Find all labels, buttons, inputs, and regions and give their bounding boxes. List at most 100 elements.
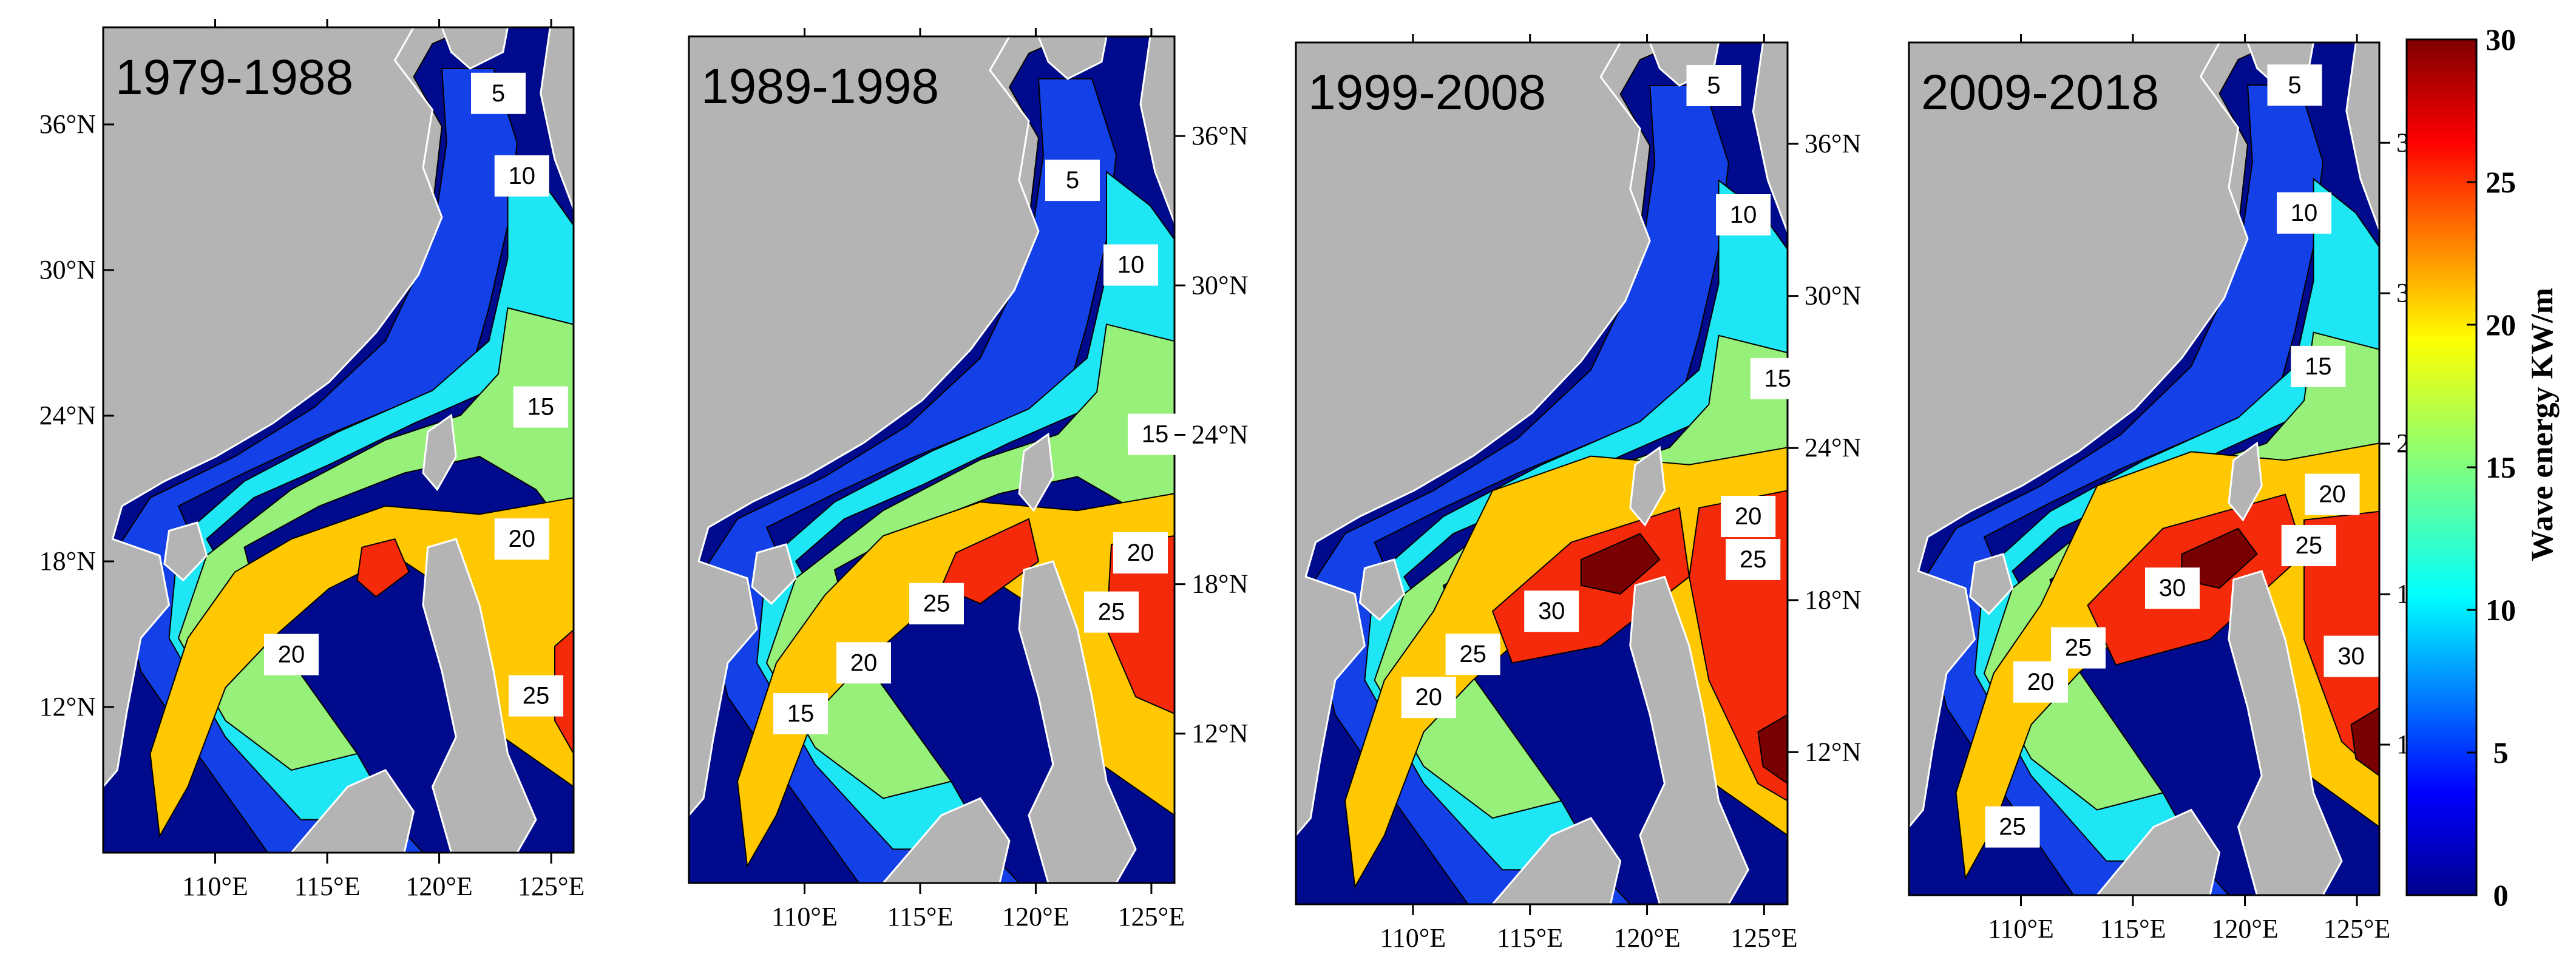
contour-label: 10 (1716, 194, 1771, 235)
lat-tick-label: 36°N (1805, 129, 1861, 158)
land-korea-japan (1139, 36, 1174, 223)
map-body (103, 27, 574, 853)
svg-text:20: 20 (2027, 669, 2055, 695)
island-taiwan (422, 413, 457, 492)
svg-text:5: 5 (1066, 167, 1079, 194)
map-frame (1295, 41, 1789, 905)
lat-tick-label: 24°N (1805, 433, 1861, 462)
lon-tick-label: 120°E (405, 871, 472, 901)
decade-title: 1999-2008 (1308, 65, 1546, 120)
svg-text:15: 15 (527, 394, 555, 421)
colorbar-tick-label: 15 (2486, 450, 2516, 484)
map-frame (688, 35, 1176, 884)
svg-text:25: 25 (523, 683, 550, 709)
svg-text:25: 25 (1098, 599, 1125, 626)
map-panel-3: 1999-2008 5 10 15 20 25 30 25 20 12°N 18°N 24°N 30°N… (1295, 34, 1861, 953)
colorbar-tick-label: 25 (2486, 165, 2516, 199)
lat-tick-label: 36°N (39, 109, 96, 139)
svg-text:15: 15 (787, 700, 815, 727)
svg-text:25: 25 (1459, 641, 1486, 668)
lon-tick-label: 120°E (1002, 902, 1069, 932)
map-panel-4: 2009-2018510152025303025202512°N18°N24°N… (1908, 34, 2453, 944)
land-borneo (1491, 817, 1622, 904)
island-hainan (163, 521, 208, 582)
map-panel-1: 1979-1988 5 10 15 20 20 25 12°N 18°N 24°N 30°N 36°N… (39, 19, 585, 901)
land-bohai-coast (1037, 36, 1108, 80)
contour-label: 20 (494, 518, 549, 560)
contour-label: 25 (1445, 634, 1500, 675)
svg-text:20: 20 (509, 526, 536, 552)
svg-text:5: 5 (492, 80, 505, 107)
lat-tick-label: 24°N (39, 401, 96, 430)
contour-label: 20 (2013, 661, 2068, 703)
contour-label: 20 (1721, 496, 1776, 537)
svg-text:30: 30 (1538, 598, 1565, 624)
svg-text:20: 20 (1735, 503, 1762, 530)
svg-text:15: 15 (1142, 421, 1169, 448)
lon-tick-label: 125°E (518, 871, 585, 901)
svg-text:10: 10 (2291, 200, 2318, 226)
map-panel-2: 1989-1998 5 10 15 20 25 25 20 15 12°N 18°N 24°N 30°N… (688, 28, 1248, 932)
lat-tick-label: 12°N (1805, 737, 1861, 766)
contour-label: 5 (471, 72, 526, 114)
land-mainland (103, 27, 443, 788)
island-hainan (1969, 553, 2014, 615)
contour-band-level-30-plus (1757, 714, 1788, 785)
svg-text:20: 20 (1127, 540, 1154, 566)
land-philippines (1018, 560, 1137, 883)
contour-label: 20 (2305, 473, 2360, 515)
island-hainan (1358, 558, 1405, 621)
svg-text:10: 10 (509, 163, 536, 189)
contour-label: 20 (1401, 677, 1456, 719)
lat-tick-label: 24°N (1191, 419, 1248, 449)
land-korea-japan (1752, 42, 1788, 232)
lon-tick-label: 115°E (887, 902, 954, 932)
decade-title: 2009-2018 (1921, 65, 2159, 120)
lon-tick-label: 115°E (294, 871, 361, 901)
colorbar-tick-label: 10 (2486, 593, 2516, 627)
svg-text:25: 25 (2065, 635, 2092, 661)
contour-band-level-30-plus (2350, 706, 2379, 777)
lat-tick-label: 30°N (39, 255, 96, 285)
land-korea-japan (540, 27, 574, 209)
svg-text:20: 20 (2319, 481, 2346, 508)
contour-label: 20 (1113, 532, 1168, 573)
contour-label: 20 (836, 642, 891, 684)
land-philippines (2228, 570, 2343, 895)
colorbar-tick-label: 5 (2493, 736, 2509, 770)
land-borneo (882, 797, 1011, 883)
svg-text:30: 30 (2159, 575, 2186, 601)
land-borneo (290, 769, 415, 853)
svg-text:20: 20 (1415, 684, 1442, 711)
lat-tick-label: 18°N (1191, 569, 1248, 599)
contour-label: 10 (2277, 192, 2331, 234)
svg-text:15: 15 (2305, 353, 2332, 380)
svg-text:25: 25 (1740, 546, 1767, 573)
colorbar-tick-label: 30 (2486, 22, 2516, 56)
contour-label: 30 (2323, 635, 2379, 677)
lon-tick-label: 125°E (1118, 902, 1185, 932)
contour-label: 25 (1084, 591, 1139, 633)
contour-label: 10 (1103, 244, 1158, 286)
lat-tick-label: 18°N (39, 546, 96, 576)
lat-tick-label: 30°N (1191, 270, 1248, 300)
land-philippines (422, 538, 537, 853)
lon-tick-label: 125°E (2323, 914, 2390, 944)
lon-tick-label: 110°E (1380, 923, 1446, 953)
svg-text:20: 20 (278, 641, 305, 668)
contour-label: 25 (1726, 539, 1781, 580)
lon-tick-label: 110°E (182, 871, 248, 901)
svg-text:15: 15 (1764, 365, 1792, 392)
lon-tick-label: 120°E (2211, 914, 2278, 944)
lon-tick-label: 120°E (1613, 923, 1680, 953)
contour-label: 20 (264, 634, 319, 675)
island-hainan (751, 543, 797, 605)
contour-label: 25 (509, 675, 563, 717)
map-body (1296, 42, 1788, 904)
svg-text:20: 20 (850, 649, 878, 676)
contour-label: 25 (2281, 524, 2336, 566)
lat-tick-label: 30°N (1805, 281, 1861, 311)
contour-label: 25 (909, 583, 964, 624)
colorbar-tick-label: 20 (2486, 308, 2516, 342)
land-mainland (689, 36, 1040, 817)
